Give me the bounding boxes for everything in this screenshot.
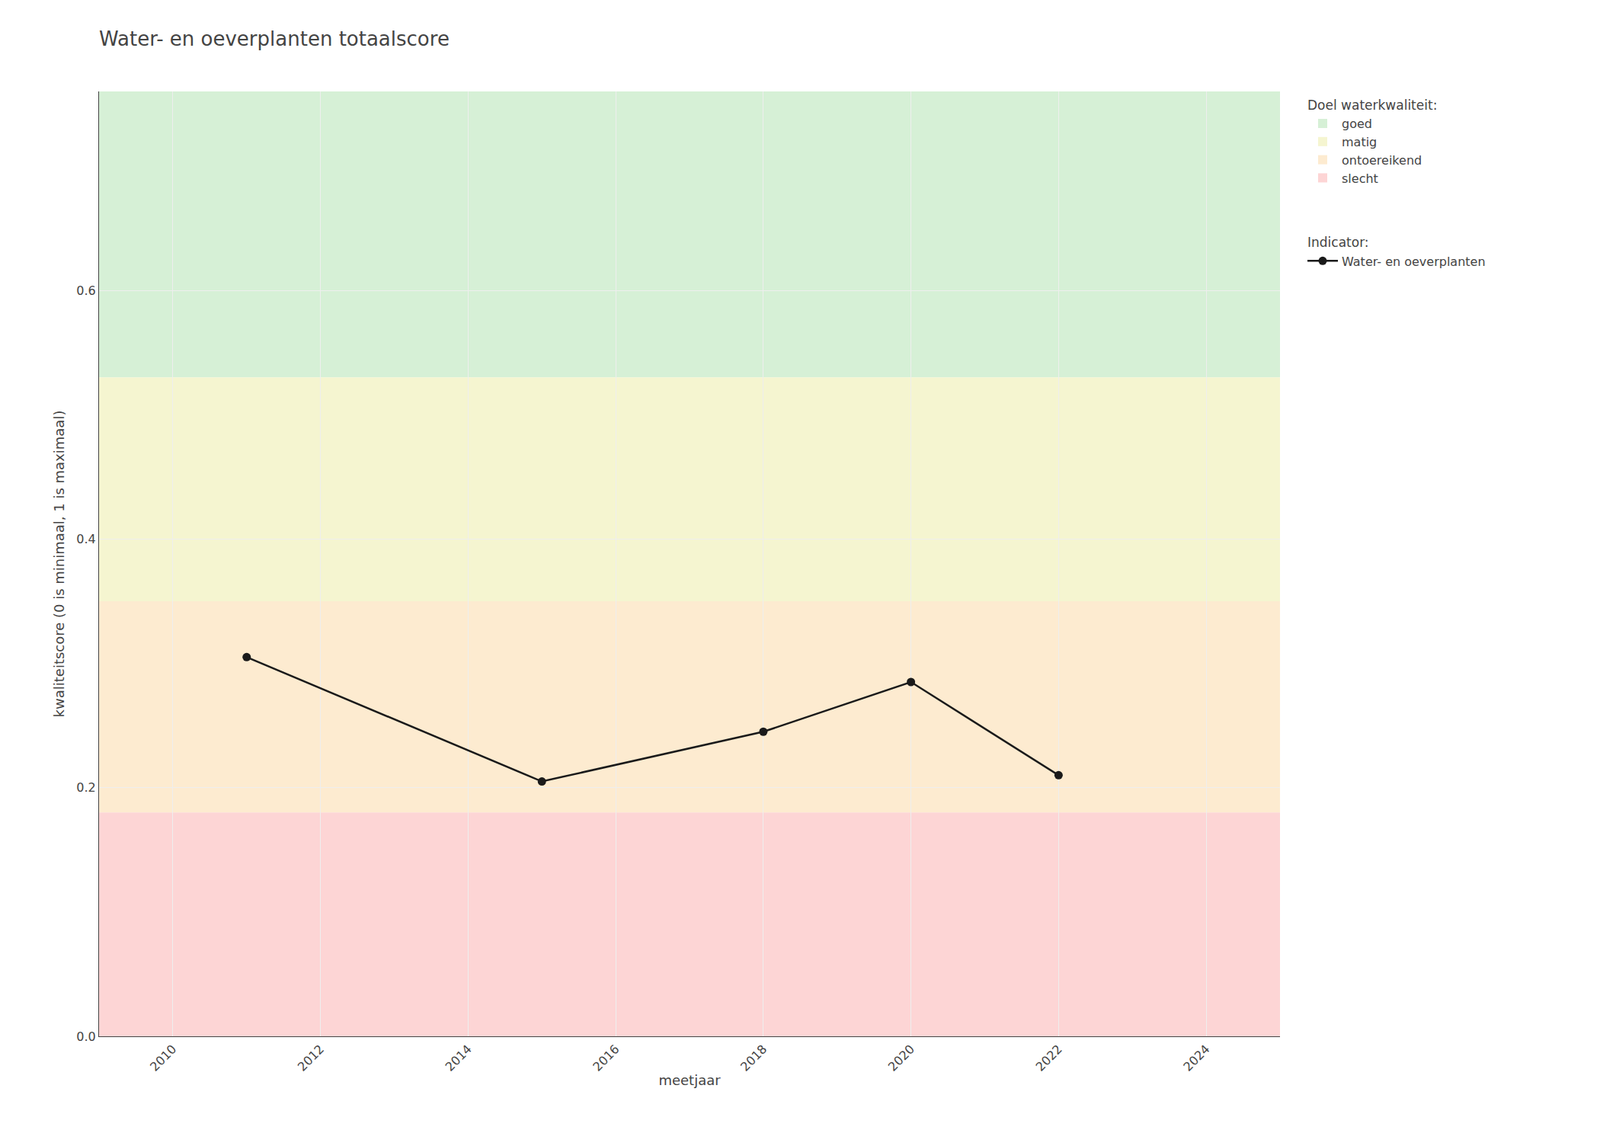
svg-text:2016: 2016: [589, 1041, 622, 1074]
svg-text:matig: matig: [1341, 134, 1377, 150]
svg-text:ontoereikend: ontoereikend: [1341, 153, 1422, 168]
svg-text:2022: 2022: [1033, 1041, 1066, 1074]
svg-text:2018: 2018: [737, 1041, 770, 1074]
svg-text:Doel waterkwaliteit:: Doel waterkwaliteit:: [1307, 97, 1437, 113]
svg-text:0.0: 0.0: [76, 1029, 96, 1044]
svg-text:2014: 2014: [442, 1041, 475, 1074]
svg-text:0.6: 0.6: [76, 283, 96, 298]
svg-text:2020: 2020: [885, 1041, 918, 1074]
svg-text:2012: 2012: [294, 1041, 327, 1074]
svg-text:0.4: 0.4: [76, 531, 96, 547]
svg-text:goed: goed: [1341, 116, 1373, 132]
svg-text:meetjaar: meetjaar: [658, 1072, 721, 1088]
svg-text:kwaliteitscore (0 is minimaal,: kwaliteitscore (0 is minimaal, 1 is maxi…: [51, 410, 68, 718]
svg-text:Water- en oeverplanten totaals: Water- en oeverplanten totaalscore: [99, 27, 450, 51]
svg-text:slecht: slecht: [1341, 171, 1379, 186]
svg-text:0.2: 0.2: [76, 780, 96, 795]
svg-text:Indicator:: Indicator:: [1307, 234, 1370, 250]
svg-text:2010: 2010: [147, 1041, 180, 1074]
svg-text:2024: 2024: [1180, 1041, 1213, 1074]
svg-text:Water- en oeverplanten: Water- en oeverplanten: [1341, 254, 1486, 269]
